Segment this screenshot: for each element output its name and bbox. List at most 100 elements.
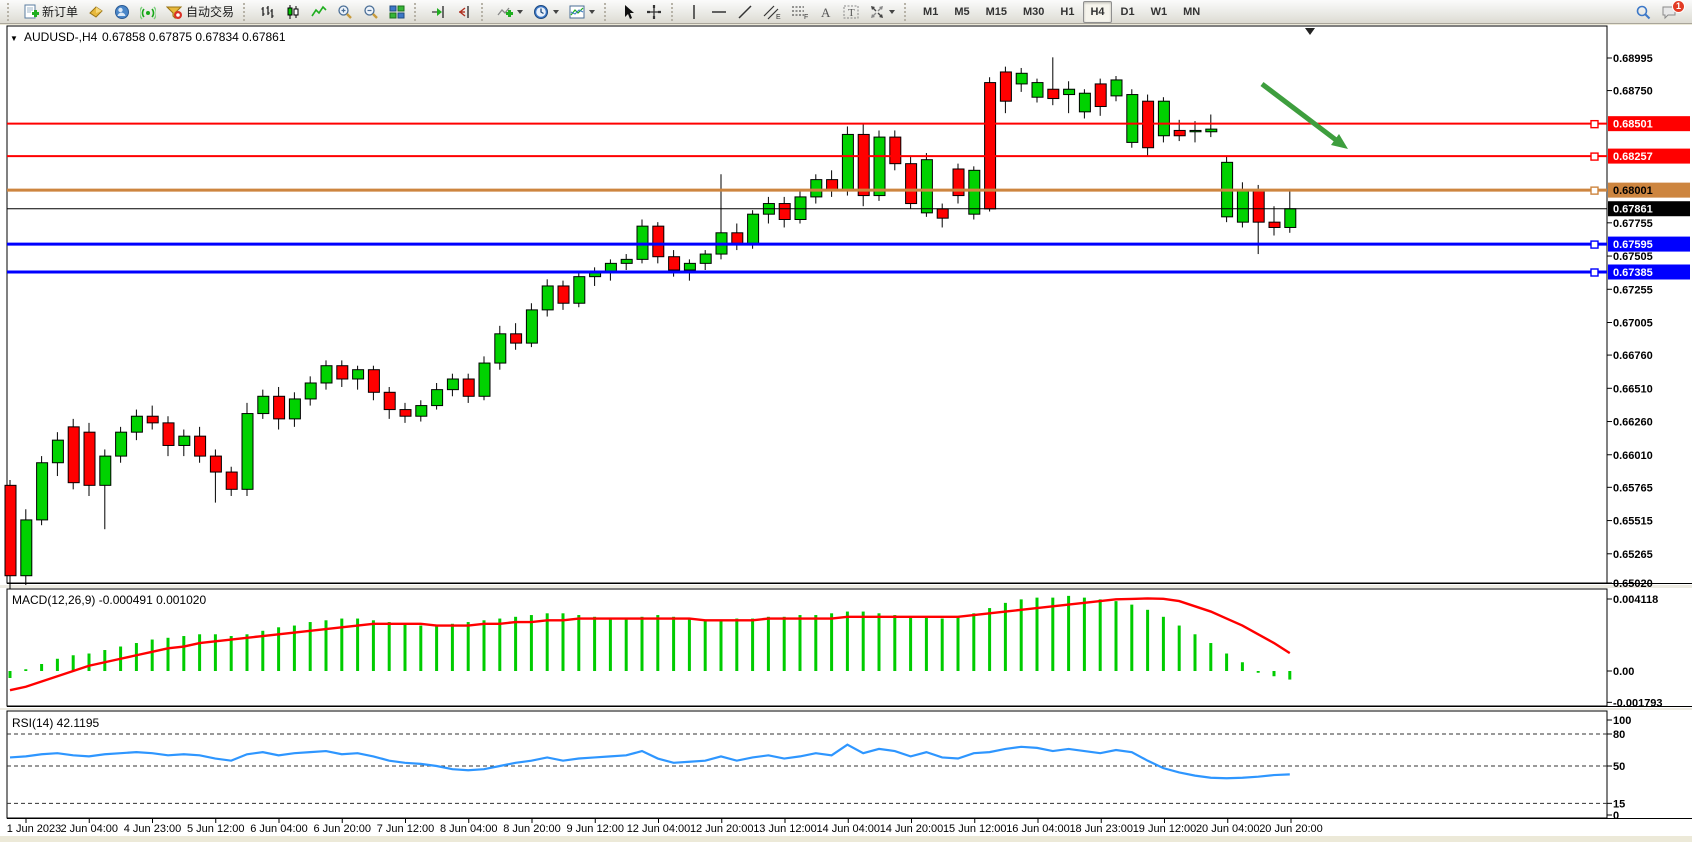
zoom-in-button[interactable] (333, 1, 357, 23)
price-axis[interactable]: 0.68995 0.68750 0.67755 0.67505 0.67255 0.670… (1607, 53, 1690, 590)
search-button[interactable] (1631, 1, 1655, 23)
text-label-button[interactable]: T (839, 1, 863, 23)
new-order-button[interactable]: 新订单 (19, 1, 82, 23)
time-tick-label: 5 Jun 12:00 (187, 823, 245, 835)
timeframe-button-m1[interactable]: M1 (923, 5, 939, 18)
zoom-out-button[interactable] (359, 1, 383, 23)
candle-body-bull (794, 196, 807, 220)
candle-body-bear (510, 333, 523, 344)
level-line-handle[interactable] (1590, 119, 1599, 129)
candle-body-bear (889, 136, 902, 165)
chart-shift-icon (458, 5, 469, 18)
toolbar-grip[interactable] (7, 2, 14, 21)
fibonacci-button[interactable]: F (787, 1, 813, 23)
panel-splitter[interactable] (0, 708, 1692, 710)
timeframe-button-w1[interactable]: W1 (1150, 5, 1168, 18)
timeframe-button-mn[interactable]: MN (1183, 5, 1201, 18)
auto-scroll-icon (432, 5, 444, 18)
toolbar-grip[interactable] (243, 2, 250, 21)
autotrade-button[interactable]: 自动交易 (162, 1, 238, 23)
chart-window[interactable]: 0.68995 0.68750 0.67755 0.67505 0.67255 0.670… (0, 25, 1692, 842)
price-tick-label: 0.67005 (1613, 318, 1653, 330)
symbol-dropdown-icon[interactable]: ▼ (10, 34, 18, 43)
timeframe-button-m30[interactable]: M30 (1023, 5, 1045, 18)
level-line-handle[interactable] (1590, 152, 1599, 161)
indicators-button[interactable] (493, 1, 527, 23)
candle-body-bull (178, 435, 191, 446)
signals-button[interactable] (136, 1, 160, 23)
crosshair-button[interactable] (642, 1, 666, 23)
arrows-button[interactable] (865, 1, 899, 23)
candle-body-bull (257, 395, 270, 415)
candle-body-bear (399, 409, 412, 417)
time-tick-label: 14 Jun 04:00 (816, 823, 880, 835)
timeframe-bar: M1 M5 M15 M30 H1 H4 D1 W1 MN (916, 0, 1207, 23)
price-tick-label: 0.66760 (1613, 350, 1653, 362)
ohlc-values: 0.67858 0.67875 0.67834 0.67861 (102, 30, 286, 44)
chevron-down-icon (889, 9, 896, 14)
candle-body-bull (525, 309, 538, 344)
symbol-info: ▼ AUDUSD-,H4 0.67858 0.67875 0.67834 0.678… (10, 30, 286, 44)
svg-text:T: T (848, 7, 855, 19)
text-label-icon: T (843, 5, 859, 19)
styles-button[interactable] (84, 1, 108, 23)
toolbar-grip[interactable] (604, 2, 611, 21)
candle-body-bull (1031, 82, 1044, 98)
tile-windows-button[interactable] (385, 1, 409, 23)
timeframe-button-h4[interactable]: H4 (1083, 0, 1112, 23)
candle-body-bear (952, 168, 965, 197)
candle-body-bull (130, 415, 143, 433)
timeframe-button-m15[interactable]: M15 (985, 5, 1007, 18)
equidistant-channel-button[interactable]: E (759, 1, 785, 23)
search-icon (1636, 5, 1651, 19)
candle-body-bear (462, 378, 475, 397)
candle-body-bull (699, 253, 712, 264)
level-line-handle[interactable] (1590, 240, 1599, 249)
candle-body-bull (36, 462, 49, 521)
horizontal-line-button[interactable] (707, 1, 731, 23)
candle-body-bull (810, 179, 823, 198)
toolbar-grip[interactable] (481, 2, 488, 21)
text-button[interactable]: A (815, 1, 837, 23)
panel-splitter[interactable] (0, 585, 1692, 588)
timeframe-button-d1[interactable]: D1 (1120, 5, 1135, 18)
vertical-line-button[interactable] (683, 1, 705, 23)
time-axis[interactable]: 1 Jun 2023 2 Jun 04:00 4 Jun 23:00 5 Jun 12… (7, 818, 1323, 835)
timeframe-button-m5[interactable]: M5 (954, 5, 970, 18)
chart-canvas[interactable]: 0.68995 0.68750 0.67755 0.67505 0.67255 0.670… (0, 25, 1692, 842)
trend-arrow-annotation[interactable] (1260, 82, 1348, 149)
candle-body-bull (288, 398, 301, 420)
candle-body-bull (683, 262, 696, 271)
chart-shift-marker[interactable] (1305, 28, 1315, 35)
arrow-shaft (1260, 82, 1338, 142)
periods-button[interactable] (529, 1, 563, 23)
mql5-community-button[interactable] (110, 1, 134, 23)
candle-body-bull (573, 276, 586, 304)
templates-icon (569, 5, 585, 18)
chart-shift-button[interactable] (452, 1, 476, 23)
chat-button[interactable]: 1 (1657, 0, 1685, 23)
toolbar-grip[interactable] (904, 2, 911, 21)
toolbar-grip[interactable] (414, 2, 421, 21)
level-line-handle[interactable] (1590, 268, 1599, 277)
rsi-line (9, 743, 1290, 780)
candle-body-bull (841, 133, 854, 191)
chevron-down-icon (517, 9, 524, 14)
autoscroll-button[interactable] (426, 1, 450, 23)
toolbar: 新订单 (0, 0, 1692, 24)
candlestick-chart-button[interactable] (281, 1, 305, 23)
candlesticks (4, 57, 1297, 590)
svg-text:F: F (804, 14, 808, 20)
line-chart-button[interactable] (307, 1, 331, 23)
cursor-button[interactable] (616, 1, 640, 23)
trendline-button[interactable] (733, 1, 757, 23)
timeframe-button-h1[interactable]: H1 (1060, 5, 1075, 18)
symbol-label: AUDUSD-,H4 (24, 30, 98, 44)
level-line-handle[interactable] (1590, 186, 1599, 195)
candle-body-bull (1205, 128, 1218, 133)
time-tick-label: 20 Jun 04:00 (1196, 823, 1260, 835)
templates-button[interactable] (565, 1, 599, 23)
line-chart-icon (311, 5, 327, 16)
toolbar-grip[interactable] (671, 2, 678, 21)
bar-chart-button[interactable] (255, 1, 279, 23)
